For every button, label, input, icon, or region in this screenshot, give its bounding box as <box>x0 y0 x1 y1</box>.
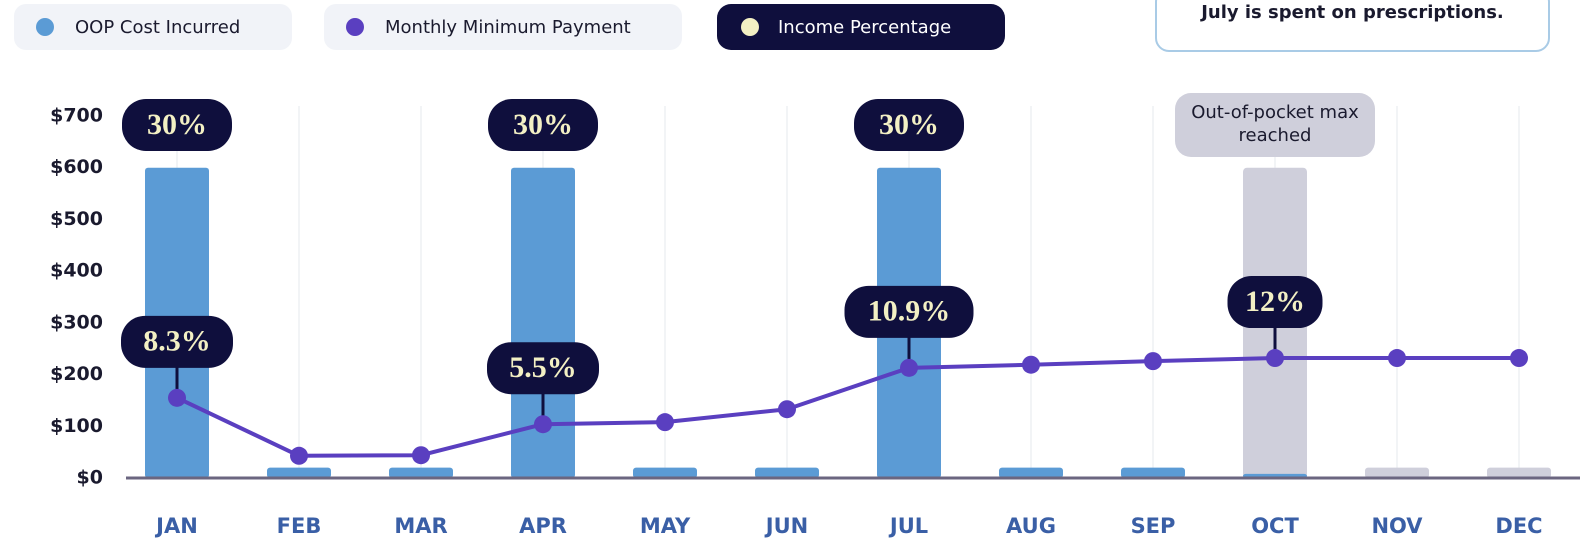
annotation: Out-of-pocket max reached <box>1191 102 1359 146</box>
data-label: 30% <box>147 108 207 141</box>
point <box>534 415 552 434</box>
point <box>412 446 430 465</box>
bar <box>633 467 697 478</box>
label-bg <box>854 99 964 151</box>
data-label: 30% <box>879 108 939 141</box>
x-tick-label: OCT <box>1251 514 1299 538</box>
bar <box>1365 467 1429 478</box>
data-label: 5.5% <box>509 351 577 384</box>
legend-label: Income Percentage <box>778 17 951 38</box>
data-label: 8.3% <box>143 325 211 358</box>
x-tick-label: APR <box>519 514 567 538</box>
bar <box>389 467 453 478</box>
legend-bg <box>717 4 1005 50</box>
point <box>1388 349 1406 368</box>
point <box>168 388 186 407</box>
label-bg <box>121 315 233 368</box>
legend-marker <box>741 18 759 36</box>
x-tick-label: AUG <box>1006 514 1056 538</box>
label-bg <box>844 285 974 338</box>
legend-bg <box>14 4 292 50</box>
x-tick-label: MAR <box>394 514 447 538</box>
label-bg <box>487 342 599 395</box>
y-tick-label: $300 <box>50 311 103 333</box>
data-label: 12% <box>1245 285 1305 318</box>
x-tick-label: NOV <box>1371 514 1423 538</box>
bar <box>267 467 331 478</box>
point <box>656 413 674 432</box>
annotation-bg <box>1175 93 1375 157</box>
point <box>1510 349 1528 368</box>
bar <box>1487 467 1551 478</box>
point <box>1022 355 1040 374</box>
x-tick-label: JUL <box>888 514 928 538</box>
bar <box>1121 467 1185 478</box>
point <box>1144 352 1162 371</box>
y-tick-label: $500 <box>50 208 103 230</box>
data-label: 30% <box>513 108 573 141</box>
legend-label: OOP Cost Incurred <box>75 17 240 38</box>
data-label: 10.9% <box>868 295 951 328</box>
y-tick-label: $200 <box>50 363 103 385</box>
bar <box>511 167 575 478</box>
label-bg <box>122 99 232 151</box>
x-tick-label: SEP <box>1131 514 1176 538</box>
label-bg <box>488 99 598 151</box>
y-tick-label: $700 <box>50 105 103 127</box>
x-tick-label: JUN <box>764 514 808 538</box>
point <box>290 446 308 465</box>
y-tick-label: $0 <box>77 467 103 489</box>
legend-marker <box>346 18 364 36</box>
label-bg <box>1227 276 1323 329</box>
y-tick-label: $100 <box>50 415 103 437</box>
x-tick-label: JAN <box>154 514 198 538</box>
callout: July is spent on prescriptions. <box>1155 0 1550 52</box>
point <box>1266 349 1284 368</box>
point <box>778 400 796 419</box>
x-tick-label: FEB <box>277 514 322 538</box>
x-tick-label: MAY <box>640 514 691 538</box>
legend-marker <box>36 18 54 36</box>
line <box>176 356 1519 458</box>
legend-bg <box>324 4 682 50</box>
y-tick-label: $600 <box>50 156 103 178</box>
y-tick-label: $400 <box>50 260 103 282</box>
bar <box>999 467 1063 478</box>
legend-label: Monthly Minimum Payment <box>385 17 631 38</box>
bar <box>755 467 819 478</box>
point <box>900 358 918 377</box>
x-tick-label: DEC <box>1495 514 1542 538</box>
